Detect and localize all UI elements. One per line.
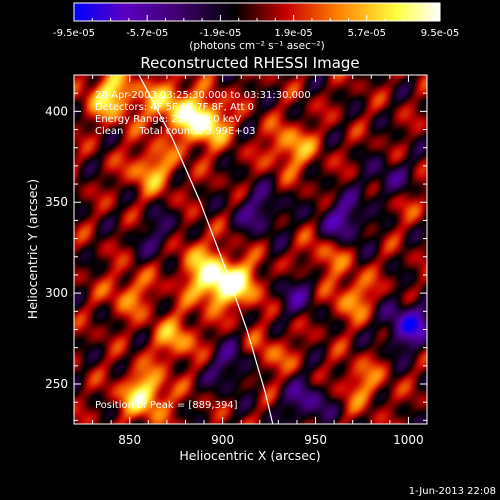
annotation-energy-range: Energy Range: 25.0-50.0 keV <box>95 114 241 125</box>
x-tick-label: 1000 <box>393 433 424 447</box>
colorbar-tick-label: -9.5e-05 <box>53 28 95 39</box>
annotation-time-range: 28-Apr-2003 03:25:30.000 to 03:31:30.000 <box>95 90 311 101</box>
colorbar-tick-label: 5.7e-05 <box>348 28 386 39</box>
colorbar <box>74 3 440 21</box>
x-tick-label: 950 <box>304 433 327 447</box>
colorbar-ticks <box>73 15 441 21</box>
x-axis-label: Heliocentric X (arcsec) <box>179 448 320 463</box>
colorbar-units-label: (photons cm⁻² s⁻¹ asec⁻²) <box>189 40 324 52</box>
colorbar-tick-label: -5.7e-05 <box>126 28 168 39</box>
footer-timestamp: 1-Jun-2013 22:08 <box>409 486 496 497</box>
y-tick-label: 300 <box>45 286 68 300</box>
colorbar-tick-label: -1.9e-05 <box>199 28 241 39</box>
annotation-detectors: Detectors: 4F 5F 6F 7F 8F, Att 0 <box>95 102 254 113</box>
colorbar-tick-labels: -9.5e-05 -5.7e-05 -1.9e-05 1.9e-05 5.7e-05 9.… <box>53 28 459 39</box>
annotation-clean-counts: Clean Total counts: 3.99E+03 <box>95 126 255 137</box>
heatmap-image <box>74 75 427 424</box>
colorbar-tick-label: 1.9e-05 <box>274 28 312 39</box>
x-axis-tick-labels: 850 900 950 1000 <box>118 433 423 447</box>
y-axis-tick-labels: 250 300 350 400 <box>45 104 68 391</box>
y-tick-label: 400 <box>45 104 68 118</box>
y-tick-label: 350 <box>45 195 68 209</box>
y-axis-label: Heliocentric Y (arcsec) <box>25 179 40 319</box>
y-tick-label: 250 <box>45 377 68 391</box>
x-tick-label: 850 <box>118 433 141 447</box>
x-axis-ticks <box>92 75 409 424</box>
annotation-peak-position: Position of Peak = [889,394] <box>95 400 238 411</box>
plot-frame <box>73 74 428 425</box>
y-axis-ticks <box>74 74 427 421</box>
chart-title: Reconstructed RHESSI Image <box>140 54 359 72</box>
colorbar-tick-label: 9.5e-05 <box>421 28 459 39</box>
x-tick-label: 900 <box>211 433 234 447</box>
solar-limb-curve <box>138 75 274 424</box>
